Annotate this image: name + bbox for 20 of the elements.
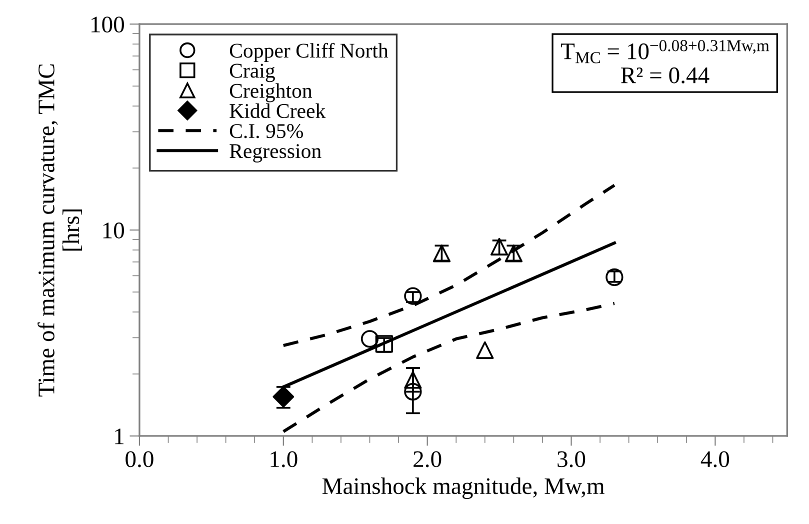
legend-label: Regression <box>230 144 322 162</box>
x-tick-label: 1.0 <box>270 451 298 468</box>
point <box>476 341 494 359</box>
point <box>404 371 422 389</box>
y-tick-label: 10 <box>103 222 124 238</box>
x-tick-label: 2.0 <box>414 451 442 468</box>
x-tick-label: 3.0 <box>558 451 586 468</box>
y-tick-label: 1 <box>115 428 124 444</box>
x-tick-label: 4.0 <box>700 451 730 468</box>
legend-label: C.I. 95% <box>230 124 303 138</box>
x-axis-title: Mainshock magnitude, Mw,m <box>322 478 604 499</box>
legend-label: Kidd Creek <box>230 103 326 118</box>
legend-label: Creighton <box>230 83 312 102</box>
legend-label: Copper Cliff North <box>230 42 388 62</box>
y-tick-label: 100 <box>92 16 124 33</box>
line-series <box>282 302 616 434</box>
legend-label: Craig <box>230 64 275 82</box>
x-tick-label: 0.0 <box>126 451 154 468</box>
y-axis-title: Time of maximum curvature, TMC [hrs] <box>38 64 82 397</box>
line-series <box>282 184 616 348</box>
